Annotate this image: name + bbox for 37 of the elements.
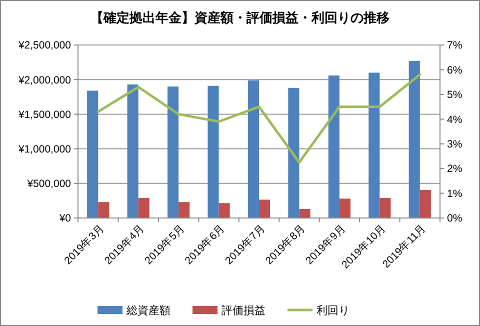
y2-tick-label: 6% <box>447 64 462 76</box>
y2-tick-label: 4% <box>447 114 462 126</box>
bar <box>408 60 420 218</box>
y-tick-label: ¥1,000,000 <box>17 143 72 156</box>
bar <box>127 84 138 218</box>
y-tick-label: ¥1,500,000 <box>17 108 72 121</box>
y-tick-label: ¥500,000 <box>26 178 72 190</box>
legend-label: 評価損益 <box>222 304 266 317</box>
bar <box>248 80 259 218</box>
bar <box>420 190 431 218</box>
bar <box>380 198 391 218</box>
bar <box>328 75 340 218</box>
y2-tick-label: 5% <box>447 89 462 102</box>
y-tick-label: ¥2,500,000 <box>17 40 72 52</box>
y2-tick-label: 1% <box>447 188 462 200</box>
chart-title: 【確定拠出年金】資産額・評価損益・利回りの推移 <box>90 10 390 25</box>
y-tick-label: ¥2,000,000 <box>17 74 72 86</box>
bar <box>288 88 300 218</box>
legend-label: 利回り <box>316 304 350 317</box>
bar <box>167 86 179 218</box>
bar <box>87 90 98 218</box>
bar <box>299 209 310 218</box>
bar <box>208 86 219 218</box>
y2-tick-label: 0% <box>447 212 462 225</box>
bar <box>259 200 270 218</box>
bar <box>138 198 150 218</box>
bar <box>218 203 230 218</box>
y2-tick-label: 3% <box>447 138 462 151</box>
legend-label: 総資産額 <box>126 304 170 317</box>
bar <box>178 202 190 218</box>
bar <box>339 198 351 218</box>
y2-tick-label: 7% <box>447 40 462 52</box>
y-tick-label: ¥0 <box>58 212 72 225</box>
bar <box>98 202 110 218</box>
bar <box>368 72 380 218</box>
y2-tick-label: 2% <box>447 163 462 176</box>
line-series <box>96 73 422 164</box>
